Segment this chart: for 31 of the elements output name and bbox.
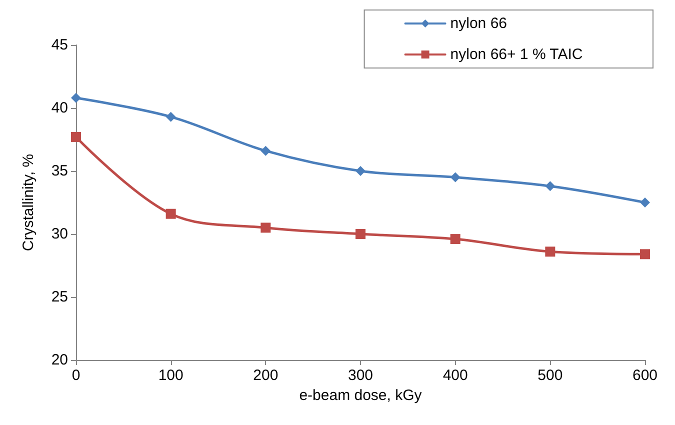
y-tick-label: 25 bbox=[51, 288, 68, 306]
x-tick-label: 500 bbox=[538, 367, 563, 384]
x-tick-label: 100 bbox=[158, 367, 184, 384]
point bbox=[166, 112, 176, 122]
legend-label: nylon 66+ 1 % TAIC bbox=[450, 46, 583, 63]
point bbox=[260, 146, 271, 156]
x-tick-label: 400 bbox=[442, 367, 468, 384]
y-tick-label: 20 bbox=[51, 352, 68, 368]
y-axis-title: Crystallinity, % bbox=[20, 154, 37, 252]
point bbox=[71, 92, 81, 103]
point bbox=[166, 208, 176, 219]
x-tick-label: 0 bbox=[72, 367, 80, 384]
y-tick-label: 35 bbox=[51, 162, 68, 180]
x-axis-title: e-beam dose, kGy bbox=[299, 386, 422, 404]
point bbox=[450, 234, 460, 244]
y-tick-label: 30 bbox=[51, 226, 68, 242]
y-tick-label: 40 bbox=[51, 100, 68, 116]
point bbox=[450, 172, 460, 182]
x-tick-label: 200 bbox=[253, 367, 278, 384]
point bbox=[545, 181, 556, 192]
point bbox=[260, 222, 271, 233]
point bbox=[71, 132, 81, 142]
y-tick-label: 45 bbox=[51, 36, 68, 54]
point bbox=[640, 249, 650, 260]
point bbox=[640, 198, 650, 208]
x-tick-label: 600 bbox=[632, 367, 658, 384]
point bbox=[356, 229, 366, 239]
point bbox=[356, 166, 366, 176]
point bbox=[545, 246, 556, 257]
legend-label: nylon 66 bbox=[450, 15, 508, 32]
x-tick-label: 300 bbox=[348, 367, 374, 384]
